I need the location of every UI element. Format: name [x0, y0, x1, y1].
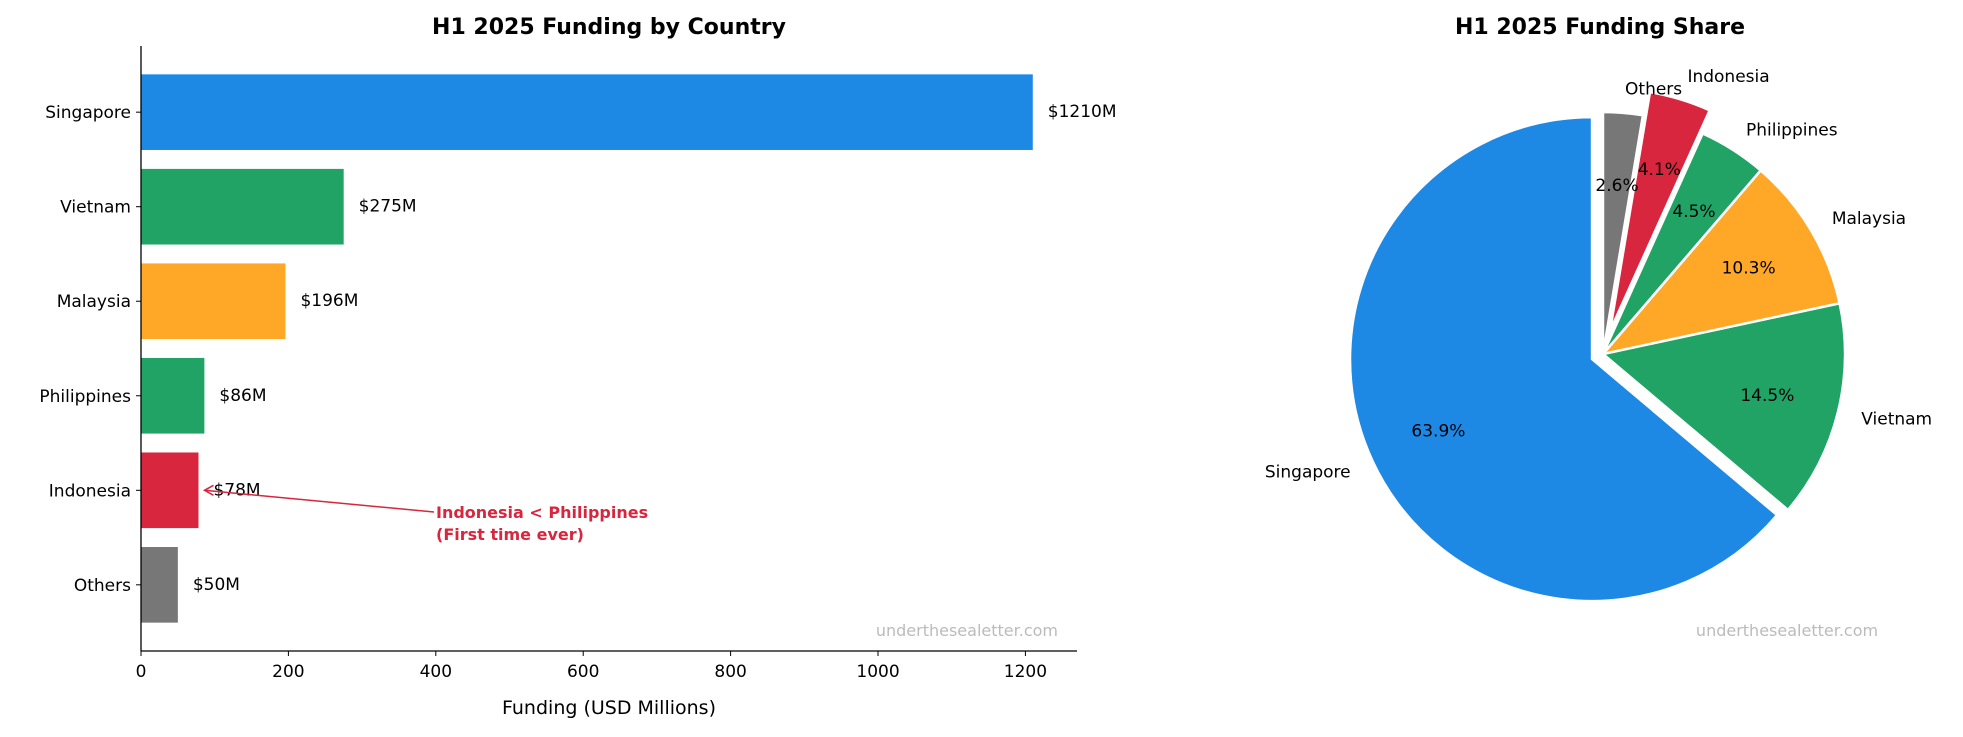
x-tick-label: 400: [420, 662, 452, 682]
data-label: $196M: [300, 291, 358, 311]
y-tick-label: Singapore: [45, 103, 131, 123]
y-tick-label: Vietnam: [60, 198, 131, 218]
x-tick-label: 200: [272, 662, 304, 682]
pie-chart: 63.9% Singapore 14.5% Vietnam 10.3% Malaysia 4…: [1265, 67, 1932, 603]
bar-chart-title: H1 2025 Funding by Country: [432, 15, 786, 40]
annotation-line-1: Indonesia < Philippines: [436, 503, 648, 522]
x-tick-label: 1000: [856, 662, 899, 682]
annotation-arrowhead: [202, 484, 214, 496]
pie-percent-label: 14.5%: [1740, 386, 1794, 406]
x-tick-label: 600: [567, 662, 599, 682]
pie-label: Singapore: [1265, 462, 1351, 482]
pie-percent-label: 63.9%: [1411, 422, 1465, 442]
pie-label: Indonesia: [1687, 67, 1769, 87]
pie-slice-indonesia: [1608, 90, 1712, 332]
data-label: $50M: [193, 575, 240, 595]
x-tick-label: 800: [714, 662, 746, 682]
y-tick-label: Indonesia: [49, 481, 131, 501]
pie-label: Others: [1625, 80, 1682, 100]
pie-slice-philippines: [1601, 131, 1763, 355]
bar-chart-xlabel: Funding (USD Millions): [502, 697, 716, 719]
annotation-arrow: [204, 489, 435, 513]
pie-chart-title: H1 2025 Funding Share: [1455, 15, 1745, 40]
pie-slice-malaysia: [1599, 168, 1842, 357]
x-tick-label: 0: [136, 662, 147, 682]
pie-label: Philippines: [1746, 120, 1838, 140]
pie-percent-label: 2.6%: [1595, 176, 1638, 196]
pie-slice-singapore: [1348, 115, 1779, 603]
bar-malaysia: [141, 263, 286, 340]
data-label: $275M: [359, 197, 417, 217]
annotation-line-2: (First time ever): [436, 525, 584, 544]
pie-percent-label: 4.5%: [1672, 202, 1715, 222]
pie-slice-others: [1601, 110, 1645, 355]
data-label: $86M: [219, 386, 266, 406]
pie-label: Vietnam: [1861, 409, 1932, 429]
y-tick-label: Philippines: [39, 387, 131, 407]
bar-others: [141, 547, 178, 623]
x-tick-label: 1200: [1004, 662, 1047, 682]
bar-vietnam: [141, 168, 344, 245]
bar-chart: Singapore $1210M Vietnam $275M Malaysia $196M…: [39, 46, 1117, 682]
pie-label: Malaysia: [1832, 209, 1906, 229]
bar-indonesia: [141, 452, 199, 529]
bar-chart-watermark: underthesealetter.com: [876, 621, 1058, 640]
bar-singapore: [141, 74, 1033, 150]
data-label: $78M: [213, 480, 260, 500]
bar-philippines: [141, 357, 205, 434]
data-label: $1210M: [1048, 102, 1117, 122]
pie-slice-vietnam: [1600, 301, 1847, 512]
pie-percent-label: 4.1%: [1638, 160, 1681, 180]
pie-chart-watermark: underthesealetter.com: [1696, 621, 1878, 640]
y-tick-label: Others: [74, 576, 131, 596]
y-tick-label: Malaysia: [57, 292, 131, 312]
pie-percent-label: 10.3%: [1722, 258, 1776, 278]
